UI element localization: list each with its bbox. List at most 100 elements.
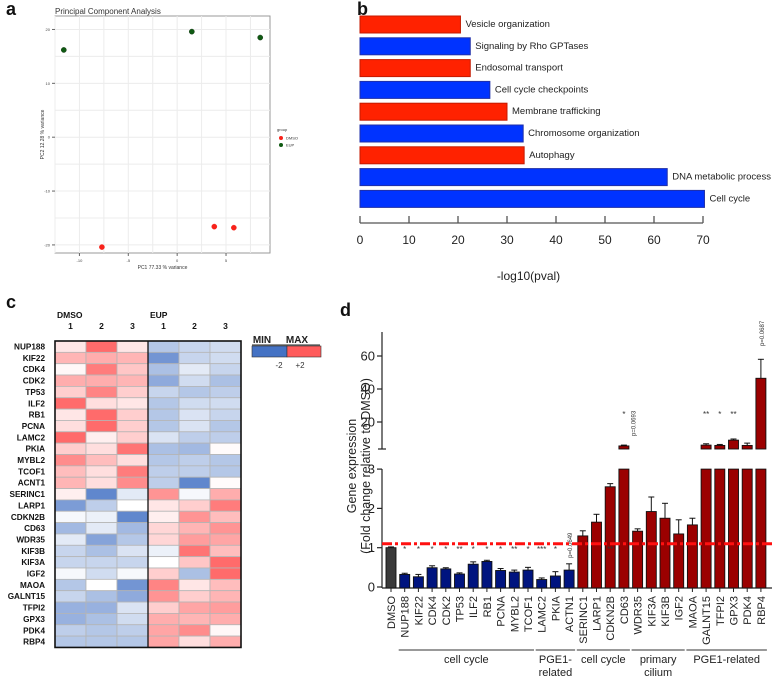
heatmap-cell [209, 397, 242, 410]
heatmap-cell [178, 431, 211, 444]
pca-point-dmso [211, 223, 218, 230]
enrichment-xtick-label: 70 [696, 233, 710, 247]
expression-ytick-label: 2 [368, 501, 375, 516]
expression-xtick-label: ACTN1 [564, 596, 576, 632]
heatmap-cell [147, 420, 180, 433]
enrichment-xtick-label: 30 [500, 233, 514, 247]
expression-xtick-label: MAOA [687, 595, 699, 628]
heatmap-cell [209, 465, 242, 478]
heatmap-cell [209, 544, 242, 558]
enrichment-bar-label: Cell cycle checkpoints [495, 84, 589, 95]
enrichment-bar [359, 124, 524, 143]
expression-bar [495, 570, 507, 589]
heatmap-row-label: NUP188 [14, 343, 45, 352]
heatmap-cell [54, 408, 87, 421]
heatmap-cell [85, 567, 118, 580]
heatmap-cell [116, 374, 149, 387]
heatmap-cell [54, 499, 87, 512]
expression-group-label-line2: related [539, 667, 573, 678]
expression-group-label: primary [640, 654, 677, 666]
pca-legend-label: DMSO [286, 136, 298, 141]
heatmap-row-label: ACNT1 [18, 479, 46, 488]
heatmap-column-label: 2 [99, 321, 104, 331]
expression-significance-marker: * [554, 545, 557, 554]
expression-xtick-label: NUP188 [400, 596, 412, 638]
heatmap-cell [85, 340, 118, 353]
heatmap-cell [54, 420, 87, 433]
expression-xtick-label: WDR35 [633, 596, 645, 635]
heatmap-cell [85, 385, 118, 399]
expression-xtick-label: KIF3B [660, 596, 672, 627]
expression-significance-marker: * [499, 545, 502, 554]
heatmap-cell [85, 420, 118, 433]
pca-ytick-label: -20 [44, 242, 51, 247]
expression-group-label: cell cycle [581, 654, 626, 666]
heatmap-cell [54, 351, 87, 365]
heatmap-cell [209, 488, 242, 501]
expression-ytick-label: 20 [361, 415, 375, 430]
heatmap-cell [85, 556, 118, 569]
pca-legend-title: group [277, 127, 288, 132]
heatmap-cell [85, 454, 118, 467]
heatmap-cell [147, 601, 180, 614]
heatmap-cell [178, 351, 211, 365]
expression-bar [426, 567, 438, 589]
expression-significance-marker: * [403, 545, 406, 554]
heatmap-cell [178, 590, 211, 603]
heatmap-cell [209, 578, 242, 592]
heatmap-cell [85, 613, 118, 626]
expression-bar [467, 563, 479, 589]
expression-xtick-label: PDK4 [742, 596, 754, 625]
expression-xtick-label: TFPI2 [715, 596, 727, 626]
heatmap-cell [147, 454, 180, 467]
expression-xtick-label: LAMC2 [537, 596, 549, 633]
heatmap-row-label: MAOA [20, 581, 45, 590]
expression-bar [536, 579, 548, 589]
expression-significance-marker: ** [511, 545, 517, 554]
expression-significance-marker: * [718, 410, 721, 419]
heatmap-row-label: CDK4 [23, 365, 46, 374]
heatmap-row-label: CD63 [24, 524, 45, 533]
heatmap-legend-min-swatch [251, 345, 288, 358]
heatmap-cell [178, 397, 211, 410]
enrichment-xtick-label: 0 [357, 233, 364, 247]
heatmap-cell [85, 624, 118, 637]
heatmap-cell [85, 510, 118, 524]
heatmap-cell [178, 442, 211, 455]
heatmap-cell [54, 601, 87, 614]
expression-xtick-label: CDKN2B [605, 596, 617, 641]
heatmap-cell [85, 635, 118, 648]
heatmap-cell [147, 578, 180, 592]
heatmap-cell [54, 522, 87, 535]
heatmap-cell [209, 613, 242, 626]
heatmap-legend-min-label: MIN [253, 335, 271, 346]
heatmap-cell [209, 533, 242, 546]
expression-group-label: PGE1- [539, 654, 572, 666]
expression-significance-marker: * [417, 545, 420, 554]
heatmap-cell [178, 601, 211, 614]
expression-bar [673, 533, 685, 589]
enrichment-bar [359, 37, 471, 56]
heatmap-cell [178, 510, 211, 524]
heatmap-row-label: PKIA [25, 445, 45, 454]
expression-bar [686, 524, 698, 589]
pca-xtick-label: 0 [176, 258, 179, 263]
enrichment-bar [359, 189, 705, 208]
heatmap-cell [178, 363, 211, 376]
heatmap-cell [209, 351, 242, 365]
enrichment-bar [359, 15, 461, 34]
heatmap-cell [178, 567, 211, 580]
heatmap-cell [209, 363, 242, 376]
expression-xtick-label: IGF2 [674, 596, 686, 620]
expression-xtick-label: GPX3 [729, 596, 741, 625]
heatmap-cell [116, 420, 149, 433]
expression-bar-upper [755, 377, 767, 450]
heatmap-cell [147, 533, 180, 546]
expression-bar [563, 569, 575, 589]
heatmap-cell [116, 578, 149, 592]
enrichment-xlabel: -log10(pval) [497, 269, 560, 283]
expression-group-label-line2: cilium [644, 667, 672, 678]
heatmap-cell [178, 578, 211, 592]
expression-xtick-label: TP53 [455, 596, 467, 622]
